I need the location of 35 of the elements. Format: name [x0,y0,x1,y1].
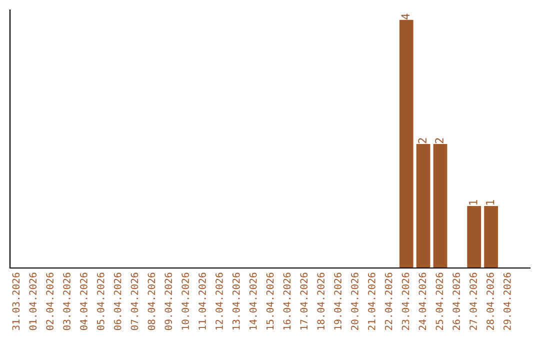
x-tick-label: 22.04.2026 [384,272,392,330]
x-tick-label: 17.04.2026 [300,272,308,330]
x-tick-label: 20.04.2026 [351,272,358,330]
x-tick-label: 28.04.2026 [486,272,494,330]
x-tick-label: 13.04.2026 [232,272,240,330]
x-tick-label: 11.04.2026 [198,272,206,330]
data-label: 4 [401,14,410,20]
x-tick-label: 03.04.2026 [63,272,70,330]
x-tick-label: 10.04.2026 [182,272,190,330]
x-tick-label: 07.04.2026 [130,272,138,330]
data-label: 2 [418,138,426,144]
x-tick-label: 29.04.2026 [503,272,511,330]
data-label: 1 [469,200,478,205]
x-tick-label: 14.04.2026 [249,272,257,330]
x-tick-label: 21.04.2026 [368,272,376,330]
x-tick-label: 26.04.2026 [452,272,460,330]
x-tick-label: 04.04.2026 [80,272,88,330]
data-label: 2 [435,138,444,144]
data-label: 1 [486,200,494,205]
x-tick-label: 01.04.2026 [29,272,37,330]
x-tick-label: 19.04.2026 [334,272,342,330]
x-tick-label: 06.04.2026 [114,272,122,330]
x-tick-label: 15.04.2026 [266,272,274,330]
x-tick-label: 25.04.2026 [436,272,444,330]
x-tick-label: 31.03.2026 [12,272,20,330]
x-tick-label: 02.04.2026 [46,272,54,330]
x-tick-label: 23.04.2026 [402,272,410,330]
x-tick-label: 16.04.2026 [283,272,291,330]
x-tick-label: 24.04.2026 [418,272,426,330]
x-tick-label: 09.04.2026 [164,272,172,330]
x-tick-label: 12.04.2026 [216,272,223,330]
x-tick-label: 05.04.2026 [96,272,104,330]
x-tick-label: 18.04.2026 [317,272,325,330]
x-tick-label: 27.04.2026 [470,272,477,330]
x-tick-label: 08.04.2026 [148,272,156,330]
